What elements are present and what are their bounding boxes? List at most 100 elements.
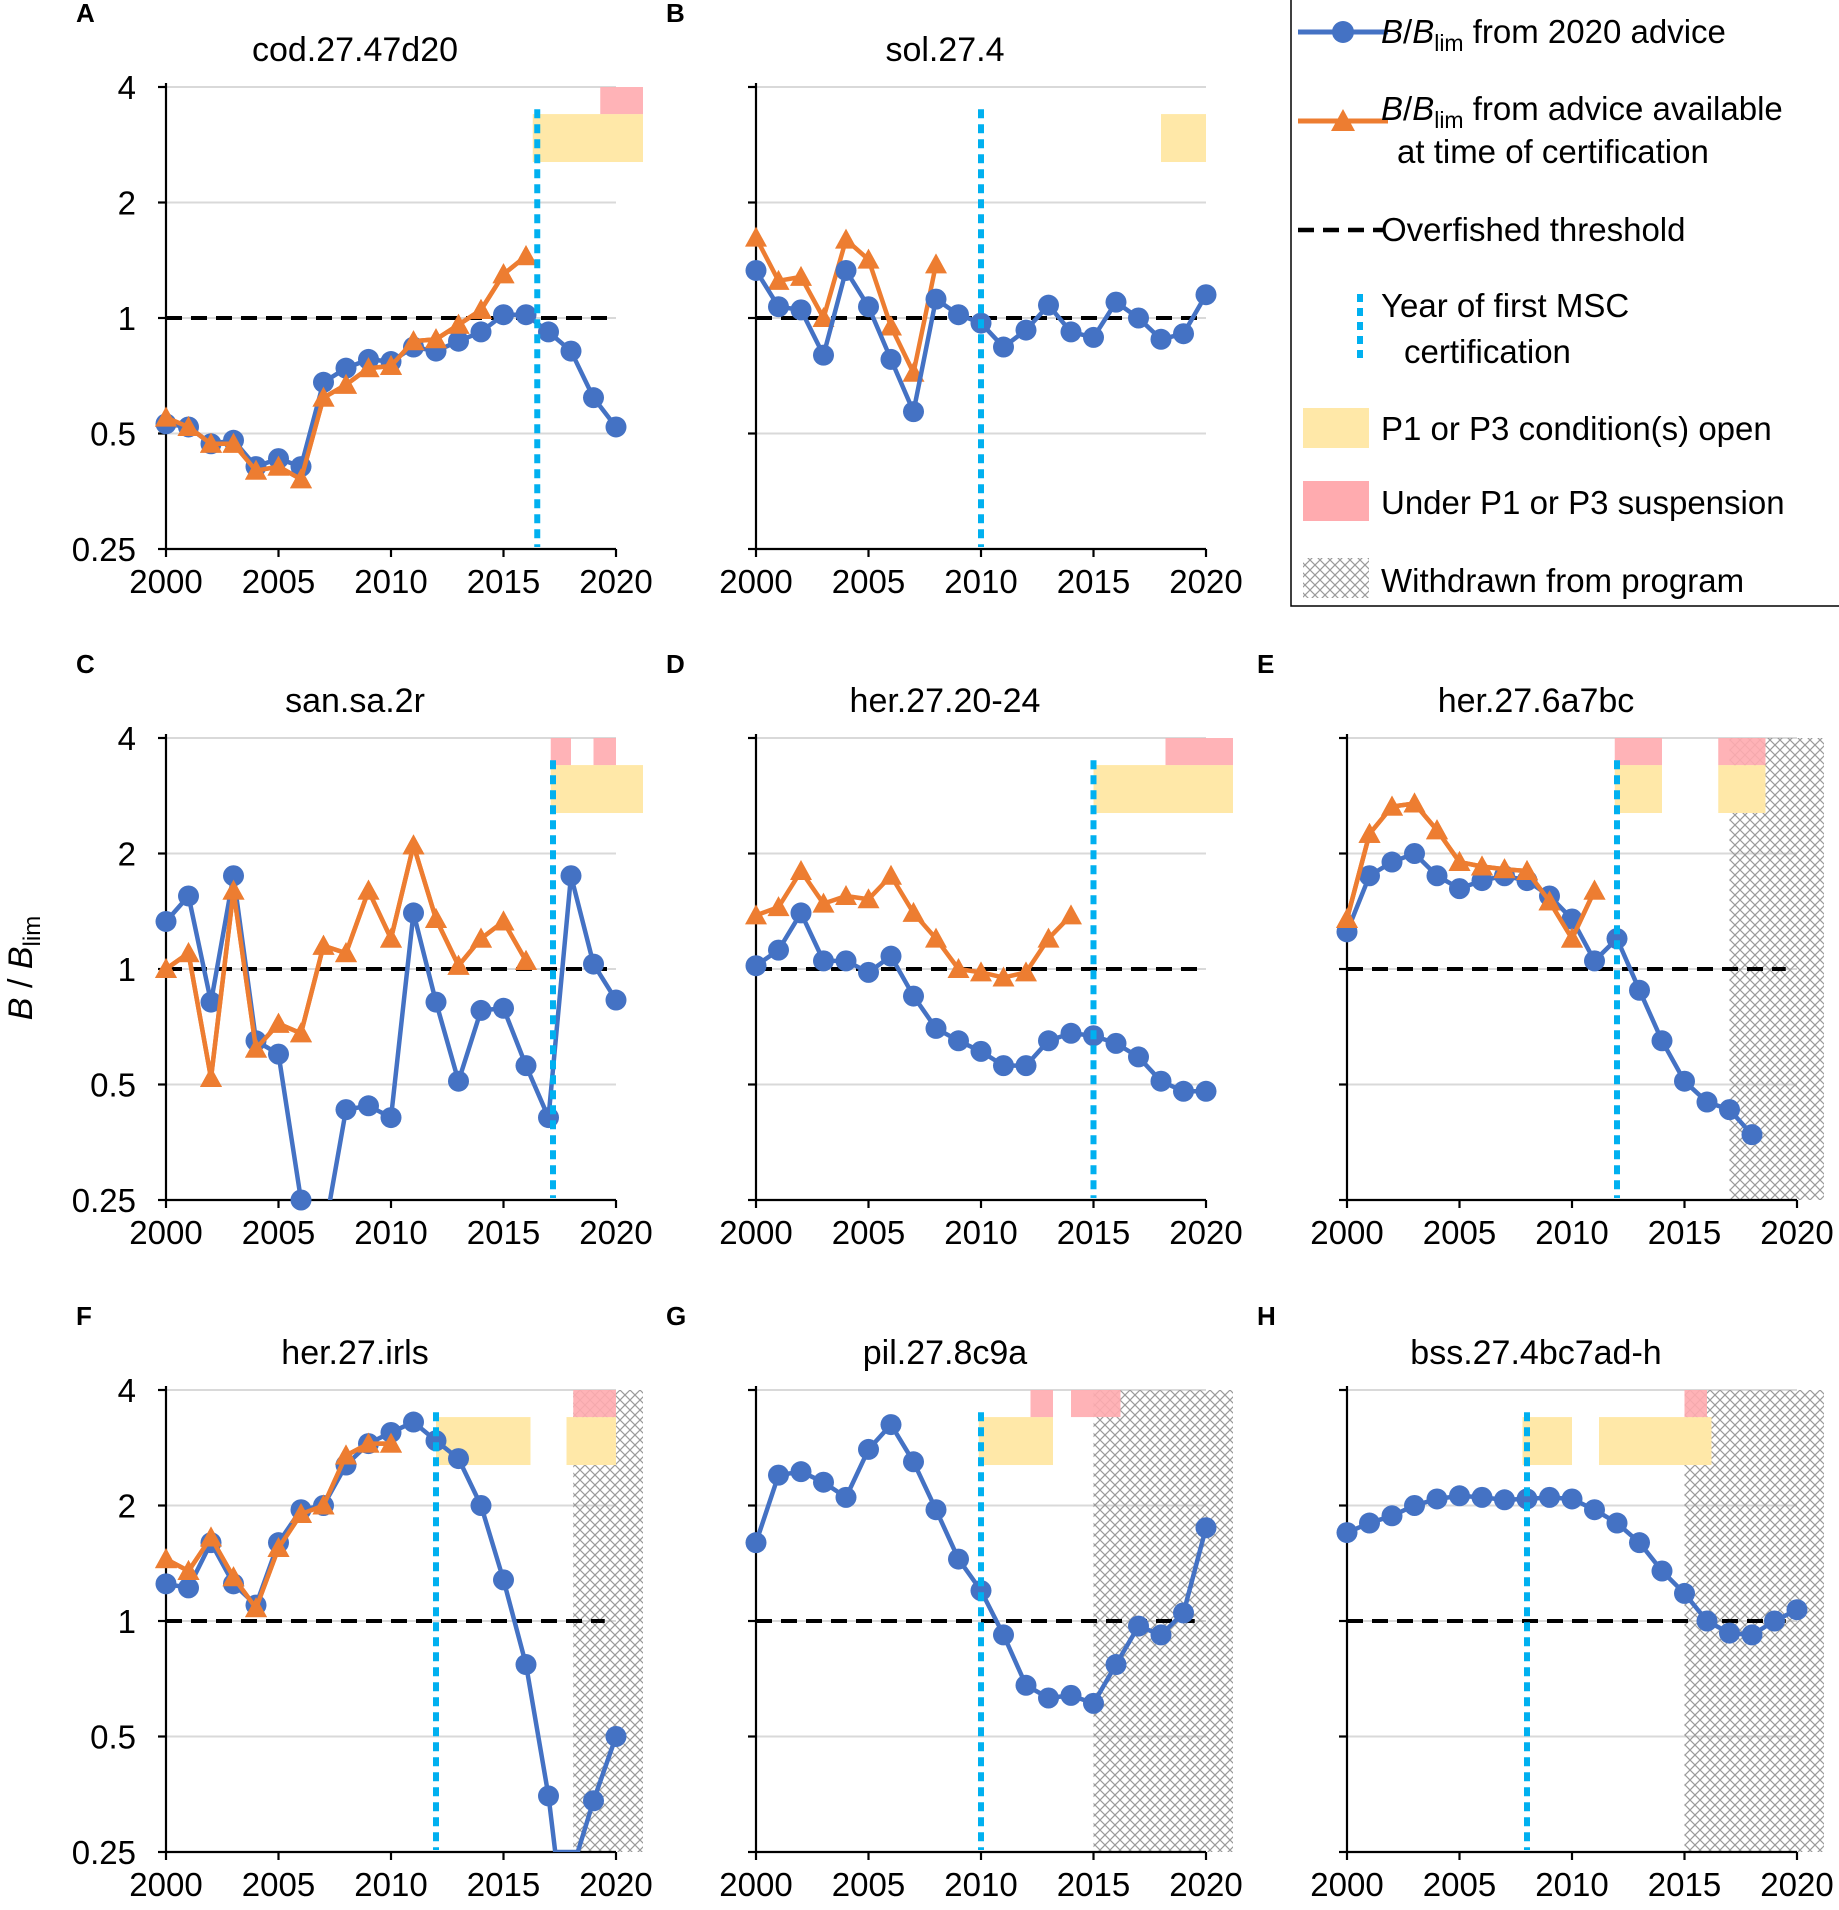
advice-2020-point bbox=[1606, 1512, 1628, 1534]
advice-2020-point bbox=[223, 865, 244, 887]
legend-swatch-withdrawn bbox=[1303, 558, 1369, 598]
advice-2020-point bbox=[858, 1438, 879, 1460]
advice-2020-point bbox=[1674, 1070, 1695, 1092]
panel-letter: E bbox=[1257, 649, 1274, 679]
cert-advice-point bbox=[1037, 927, 1060, 948]
cert-advice-overlay-point bbox=[1403, 792, 1426, 813]
x-tick-label: 2000 bbox=[719, 1214, 792, 1251]
y-tick-label: 0.25 bbox=[72, 531, 136, 568]
y-tick-label: 2 bbox=[118, 1488, 136, 1525]
panel-letter: H bbox=[1257, 1301, 1276, 1331]
x-tick-label: 2010 bbox=[1535, 1214, 1608, 1251]
advice-2020-point bbox=[605, 989, 627, 1011]
advice-2020-point bbox=[583, 1790, 604, 1812]
advice-2020-point bbox=[313, 371, 334, 393]
cert-advice-point bbox=[812, 307, 835, 327]
advice-2020-point bbox=[1764, 1610, 1785, 1632]
cert-advice-overlay-point bbox=[1583, 879, 1606, 900]
cert-advice-overlay-point bbox=[177, 1559, 200, 1580]
x-tick-label: 2005 bbox=[242, 1866, 315, 1903]
advice-2020-point bbox=[425, 991, 447, 1013]
advice-2020-point bbox=[1038, 294, 1059, 316]
cert-advice-point bbox=[835, 228, 857, 249]
y-tick-label: 4 bbox=[118, 69, 136, 106]
panel-title: cod.27.47d20 bbox=[252, 31, 458, 69]
cert-advice-overlay-point bbox=[335, 1444, 357, 1465]
x-tick-label: 2020 bbox=[1169, 1866, 1242, 1903]
legend-label-threshold: Overfished threshold bbox=[1381, 211, 1686, 248]
cert-advice-overlay-point bbox=[312, 1494, 335, 1515]
advice-2020-point bbox=[1584, 1499, 1605, 1521]
x-tick-label: 2010 bbox=[944, 1214, 1017, 1251]
legend-swatch-2020-marker bbox=[1332, 21, 1354, 43]
panel-title: her.27.6a7bc bbox=[1438, 682, 1635, 720]
cert-advice-point bbox=[767, 269, 790, 290]
advice-2020-point bbox=[470, 1495, 492, 1516]
advice-2020-point bbox=[1381, 851, 1403, 873]
cert-advice-overlay-point bbox=[380, 927, 402, 948]
advice-2020-point bbox=[1741, 1124, 1763, 1146]
advice-2020-point bbox=[1015, 319, 1037, 341]
y-axis-label: B / Blim bbox=[2, 916, 46, 1020]
advice-2020-point bbox=[948, 304, 969, 326]
advice-2020-point bbox=[560, 340, 582, 362]
advice-2020-point bbox=[268, 1043, 289, 1065]
x-tick-label: 2000 bbox=[129, 1214, 202, 1251]
advice-2020-point bbox=[1629, 1532, 1650, 1554]
cert-advice-overlay-point bbox=[1336, 907, 1358, 928]
advice-2020-point bbox=[178, 885, 199, 907]
advice-2020-point bbox=[1015, 1055, 1037, 1077]
x-tick-label: 2015 bbox=[467, 1866, 540, 1903]
advice-2020-point bbox=[1060, 321, 1082, 343]
x-tick-label: 2000 bbox=[1310, 1214, 1383, 1251]
x-tick-label: 2000 bbox=[129, 1866, 202, 1903]
legend-item-p1p3-open: P1 or P3 condition(s) open bbox=[1303, 408, 1772, 448]
advice-2020-point bbox=[1150, 328, 1172, 350]
panel-title: sol.27.4 bbox=[885, 31, 1004, 69]
advice-2020-point bbox=[448, 1070, 469, 1092]
advice-2020-point bbox=[380, 1421, 402, 1443]
advice-2020-point bbox=[790, 299, 812, 321]
advice-2020-point bbox=[178, 1577, 199, 1599]
advice-2020-point bbox=[925, 1499, 947, 1521]
cert-advice-overlay-point bbox=[470, 298, 492, 319]
x-tick-label: 2010 bbox=[944, 563, 1017, 600]
cert-advice-overlay-point bbox=[335, 942, 357, 963]
advice-2020-point bbox=[1195, 284, 1217, 306]
cert-advice-overlay-point bbox=[402, 330, 425, 351]
advice-2020-point bbox=[1336, 1522, 1358, 1544]
advice-2020-point bbox=[970, 1580, 992, 1602]
p1p3-open-bar bbox=[532, 114, 643, 163]
advice-2020-point bbox=[1038, 1030, 1059, 1052]
cert-advice-overlay-point bbox=[425, 328, 447, 349]
legend-label-cert-year-line2: certification bbox=[1404, 333, 1571, 370]
x-tick-label: 2015 bbox=[1057, 1866, 1130, 1903]
cert-advice-overlay-point bbox=[290, 1503, 312, 1524]
x-tick-label: 2010 bbox=[944, 1866, 1017, 1903]
cert-advice-point bbox=[925, 927, 947, 948]
advice-2020-point bbox=[470, 321, 492, 343]
cert-advice-overlay-point bbox=[515, 245, 537, 266]
cert-advice-overlay-point bbox=[245, 1037, 267, 1058]
suspension-bar bbox=[600, 87, 643, 115]
cert-advice-overlay-point bbox=[1358, 822, 1381, 843]
cert-advice-overlay-point bbox=[1426, 819, 1448, 840]
cert-advice-overlay-point bbox=[1561, 927, 1583, 948]
advice-2020-point bbox=[813, 344, 834, 366]
cert-advice-overlay-point bbox=[200, 1066, 222, 1087]
y-tick-label: 0.5 bbox=[90, 1067, 136, 1104]
legend-swatch-suspension bbox=[1303, 481, 1369, 521]
advice-2020-point bbox=[880, 1414, 902, 1436]
cert-advice-overlay-line bbox=[1344, 801, 1597, 941]
advice-2020-point bbox=[1719, 1099, 1740, 1121]
advice-2020-point bbox=[1651, 1560, 1673, 1582]
advice-2020-point bbox=[358, 1095, 379, 1117]
p1p3-open-bar bbox=[1614, 765, 1662, 814]
suspension-bar bbox=[593, 738, 616, 766]
legend-label-2020-advice: B/Blim from 2020 advice bbox=[1381, 13, 1726, 56]
advice-2020-point bbox=[538, 1785, 559, 1807]
advice-2020-point bbox=[1060, 1684, 1082, 1706]
cert-advice-overlay-point bbox=[357, 1432, 380, 1453]
advice-2020-point bbox=[1128, 1046, 1149, 1068]
